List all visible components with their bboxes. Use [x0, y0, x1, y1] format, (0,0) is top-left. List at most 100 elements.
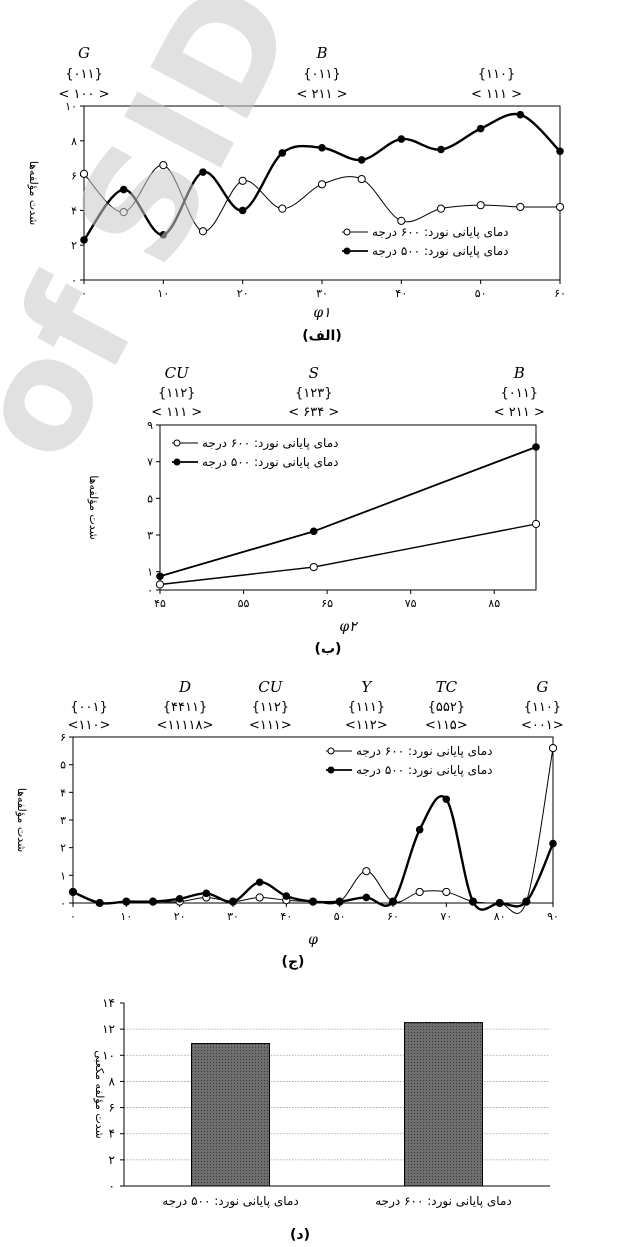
legend-swatch-marker — [327, 766, 335, 774]
y-tick-label: ۵ — [60, 759, 66, 772]
data-point — [278, 204, 287, 213]
x-tick-label: ۶۵ — [321, 597, 333, 610]
component-index: {۰۱۱} — [65, 67, 103, 82]
y-tick-label: ۲ — [71, 239, 77, 252]
y-tick-label: ۹ — [147, 419, 153, 432]
data-point — [119, 208, 128, 217]
component-index: {۱۱۱} — [348, 700, 386, 715]
x-tick-label: ۵۵ — [238, 597, 250, 610]
data-point — [175, 895, 184, 903]
component-name: CU — [258, 678, 283, 696]
x-tick-label: ۸۰ — [494, 910, 506, 923]
data-point — [309, 527, 318, 536]
x-tick-label: ۷۵ — [405, 597, 417, 610]
x-tick-label: ۵۰ — [334, 910, 346, 923]
component-index: < ۲۱۱ > — [494, 405, 545, 420]
data-point — [335, 897, 344, 906]
y-tick-label: ۰ — [147, 584, 153, 597]
x-tick-label: ۵۰ — [475, 287, 487, 300]
data-point — [495, 899, 504, 907]
component-name: D — [178, 678, 191, 696]
legend: دمای پایانی نورد: ۶۰۰ درجه دمای پایانی نو… — [172, 436, 338, 470]
y-tick-label: ۱ — [147, 566, 153, 579]
plot-area — [124, 1003, 550, 1186]
y-tick-label: ۶ — [109, 1101, 115, 1115]
series-line-600 — [83, 164, 561, 232]
data-point — [555, 202, 565, 212]
chart-caption: (د) — [290, 1227, 310, 1243]
y-tick-label: ۱۴ — [102, 996, 115, 1010]
data-point — [516, 110, 525, 119]
data-point — [549, 839, 557, 848]
component-index: {۰۰۱} — [70, 700, 108, 715]
plot-frame — [72, 736, 554, 904]
x-tick-label: ۹۰ — [547, 910, 559, 923]
x-tick-label: ۲۰ — [237, 287, 249, 300]
legend-entry: دمای پایانی نورد: ۶۰۰ درجه — [202, 436, 338, 451]
data-point — [556, 147, 564, 156]
y-tick-label: ۴ — [71, 204, 77, 217]
series-line-500 — [72, 795, 555, 911]
data-point — [199, 168, 207, 176]
data-point — [282, 892, 291, 900]
data-point — [522, 897, 531, 906]
data-point — [442, 795, 451, 804]
bar — [404, 1022, 483, 1187]
x-tick-label: ۶۰ — [554, 287, 566, 300]
data-point — [362, 867, 371, 876]
data-point — [415, 825, 424, 834]
data-point — [278, 149, 287, 157]
legend-swatch-marker — [173, 458, 181, 466]
texture-annotation: G {۰۱۱} < ۱۰۰ > — [59, 44, 110, 102]
chart-be: ۰ ۱ ۳ ۵ ۷ ۹ ۴۵ ۵۵ ۶۵ ۷۵ ۸۵ φ۲ شدت مؤلفه‌ها دمای پایان… — [87, 364, 545, 657]
data-point — [159, 230, 168, 239]
data-point — [532, 443, 540, 451]
data-point — [255, 878, 264, 887]
component-index: {۱۱۰} — [524, 700, 562, 715]
x-tick-label: ۶۰ — [387, 910, 399, 923]
chart-caption: (الف) — [302, 328, 342, 344]
component-name: G — [78, 44, 90, 62]
data-point — [255, 893, 264, 902]
component-name: G — [536, 678, 548, 696]
texture-annotation: {۰۰۱} <۱۱۰> — [68, 700, 111, 733]
legend: دمای پایانی نورد: ۶۰۰ درجه دمای پایانی نو… — [326, 744, 492, 778]
texture-annotation: Y {۱۱۱} <۱۱۲> — [345, 678, 388, 733]
chart-alef: ۰ ۲ ۴ ۶ ۸ ۱۰ ۰ ۱۰ ۲۰ ۳۰ ۴۰ ۵۰ ۶۰ φ۱ شدت مؤلفه‌ها دمای پ… — [27, 44, 566, 344]
chart-dal: ۰ ۲ ۴ ۶ ۸ ۱۰ ۱۲ ۱۴ دمای پایانی نورد: ۵۰۰ درجه دما… — [93, 996, 550, 1243]
data-point — [397, 135, 406, 143]
x-tick-label: ۲۰ — [174, 910, 186, 923]
data-point — [357, 156, 366, 164]
data-point — [149, 897, 157, 906]
category-label: دمای پایانی نورد: ۶۰۰ درجه — [375, 1194, 511, 1209]
y-tick-label: ۲ — [109, 1153, 115, 1167]
x-tick-label: ۴۵ — [154, 597, 166, 610]
texture-annotation: B {۰۱۱} < ۲۱۱ > — [297, 44, 348, 102]
legend-swatch-marker — [343, 247, 351, 255]
y-tick-label: ۶ — [71, 170, 77, 183]
data-point — [238, 176, 247, 185]
data-point — [79, 169, 89, 178]
data-point — [119, 185, 128, 194]
data-point — [309, 897, 317, 906]
y-tick-label: ۰ — [60, 897, 66, 910]
component-index: <۱۱۲> — [345, 718, 388, 733]
legend-entry: دمای پایانی نورد: ۶۰۰ درجه — [356, 744, 492, 759]
texture-annotation: TC {۵۵۲} <۱۱۵> — [425, 678, 468, 733]
data-point — [229, 897, 237, 906]
data-point — [238, 206, 247, 215]
y-tick-label: ۰ — [71, 274, 77, 287]
data-point — [476, 124, 485, 133]
component-index: <۱۱۰> — [68, 718, 111, 733]
chart-caption: (ج) — [282, 954, 305, 970]
data-point — [397, 216, 406, 225]
y-tick-label: ۸ — [109, 1074, 116, 1088]
y-tick-label: ۱۰ — [65, 100, 77, 113]
texture-annotation: G {۱۱۰} <۰۰۱> — [521, 678, 564, 733]
data-point — [476, 201, 485, 210]
x-tick-label: ۷۰ — [440, 910, 452, 923]
component-index: < ۲۱۱ > — [297, 87, 348, 102]
legend-entry: دمای پایانی نورد: ۵۰۰ درجه — [356, 763, 492, 778]
x-tick-label: ۸۵ — [488, 597, 500, 610]
x-tick-label: ۴۰ — [395, 287, 407, 300]
